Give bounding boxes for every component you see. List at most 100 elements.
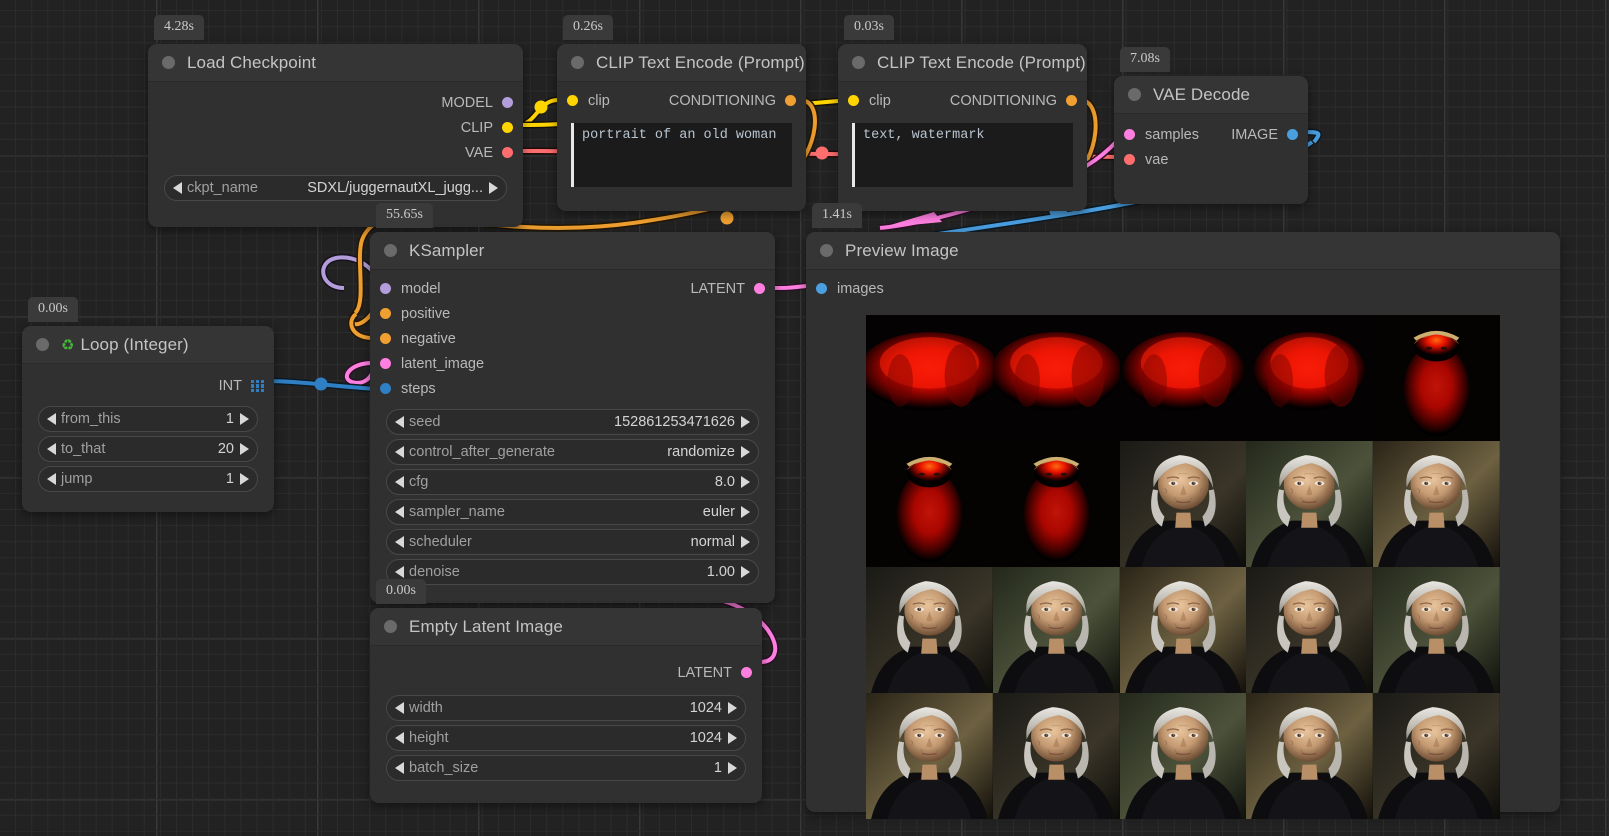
widget-seed[interactable]: seed 152861253471626 — [386, 409, 759, 435]
decrement-arrow-icon[interactable] — [395, 762, 404, 774]
output-port-dot[interactable] — [502, 147, 513, 158]
output-port-dot[interactable] — [1066, 95, 1077, 106]
decrement-arrow-icon[interactable] — [395, 702, 404, 714]
output-port-dot[interactable] — [502, 97, 513, 108]
increment-arrow-icon[interactable] — [741, 476, 750, 488]
decrement-arrow-icon[interactable] — [395, 566, 404, 578]
preview-image-cell[interactable] — [992, 567, 1120, 693]
preview-image-cell[interactable] — [866, 693, 993, 819]
output-port-dot[interactable] — [502, 122, 513, 133]
increment-arrow-icon[interactable] — [728, 762, 737, 774]
output-port-dot[interactable] — [741, 667, 752, 678]
node-preview-image[interactable]: 1.41s Preview Image images — [806, 203, 1560, 819]
collapse-icon[interactable] — [1128, 88, 1141, 101]
output-slot-model[interactable]: MODEL — [441, 90, 513, 115]
node-header[interactable]: KSampler — [370, 232, 775, 270]
collapse-icon[interactable] — [820, 244, 833, 257]
output-port-dot[interactable] — [754, 283, 765, 294]
node-load-checkpoint[interactable]: 4.28s Load Checkpoint MODEL CLIP — [148, 15, 523, 227]
node-header[interactable]: CLIP Text Encode (Prompt) — [557, 44, 806, 82]
input-port-dot[interactable] — [380, 308, 391, 319]
widget-height[interactable]: height 1024 — [386, 725, 746, 751]
node-loop-integer[interactable]: 0.00s ♻ Loop (Integer) INT from_this 1 — [22, 297, 274, 512]
decrement-arrow-icon[interactable] — [395, 476, 404, 488]
increment-arrow-icon[interactable] — [240, 473, 249, 485]
increment-arrow-icon[interactable] — [741, 506, 750, 518]
node-header[interactable]: ♻ Loop (Integer) — [22, 326, 274, 364]
node-ksampler[interactable]: 55.65s KSampler model LATENT positive — [370, 203, 775, 603]
input-slot-vae[interactable]: vae — [1124, 147, 1168, 172]
output-slot-latent[interactable]: LATENT — [690, 276, 765, 301]
input-port-dot[interactable] — [1124, 154, 1135, 165]
node-clip-text-encode-negative[interactable]: 0.03s CLIP Text Encode (Prompt) clip CON… — [838, 15, 1087, 211]
increment-arrow-icon[interactable] — [728, 702, 737, 714]
decrement-arrow-icon[interactable] — [395, 446, 404, 458]
decrement-arrow-icon[interactable] — [47, 473, 56, 485]
node-clip-text-encode-positive[interactable]: 0.26s CLIP Text Encode (Prompt) clip CON… — [557, 15, 806, 211]
output-port-dot[interactable] — [785, 95, 796, 106]
preview-image-cell[interactable] — [1373, 693, 1500, 819]
preview-image-cell[interactable] — [1246, 441, 1374, 567]
preview-image-grid[interactable] — [866, 315, 1500, 819]
output-slot-conditioning[interactable]: CONDITIONING — [950, 88, 1077, 113]
decrement-arrow-icon[interactable] — [47, 443, 56, 455]
preview-image-cell[interactable] — [1246, 315, 1374, 441]
output-slot-image[interactable]: IMAGE — [1231, 122, 1298, 147]
input-port-dot[interactable] — [380, 358, 391, 369]
input-slot-clip[interactable]: clip — [848, 88, 891, 113]
decrement-arrow-icon[interactable] — [395, 506, 404, 518]
output-slot-latent[interactable]: LATENT — [677, 660, 752, 685]
increment-arrow-icon[interactable] — [741, 416, 750, 428]
increment-arrow-icon[interactable] — [741, 566, 750, 578]
input-slot-negative[interactable]: negative — [380, 326, 456, 351]
preview-image-cell[interactable] — [992, 693, 1120, 819]
int-list-output-icon[interactable] — [251, 379, 264, 393]
widget-from-this[interactable]: from_this 1 — [38, 406, 258, 432]
prompt-textarea[interactable]: text, watermark — [852, 123, 1073, 187]
widget-width[interactable]: width 1024 — [386, 695, 746, 721]
preview-image-cell[interactable] — [1119, 693, 1247, 819]
increment-arrow-icon[interactable] — [741, 446, 750, 458]
input-port-dot[interactable] — [380, 383, 391, 394]
input-port-dot[interactable] — [1124, 129, 1135, 140]
increment-arrow-icon[interactable] — [728, 732, 737, 744]
widget-batch-size[interactable]: batch_size 1 — [386, 755, 746, 781]
preview-image-cell[interactable] — [866, 441, 993, 567]
decrement-arrow-icon[interactable] — [395, 416, 404, 428]
input-slot-clip[interactable]: clip — [567, 88, 610, 113]
collapse-icon[interactable] — [162, 56, 175, 69]
node-empty-latent-image[interactable]: 0.00s Empty Latent Image LATENT width 10… — [370, 579, 762, 803]
input-slot-model[interactable]: model — [380, 276, 441, 301]
collapse-icon[interactable] — [852, 56, 865, 69]
collapse-icon[interactable] — [384, 244, 397, 257]
output-port-dot[interactable] — [1287, 129, 1298, 140]
widget-scheduler[interactable]: scheduler normal — [386, 529, 759, 555]
preview-image-cell[interactable] — [1119, 567, 1247, 693]
input-slot-positive[interactable]: positive — [380, 301, 450, 326]
input-port-dot[interactable] — [848, 95, 859, 106]
input-port-dot[interactable] — [816, 283, 827, 294]
widget-denoise[interactable]: denoise 1.00 — [386, 559, 759, 585]
preview-image-cell[interactable] — [992, 441, 1120, 567]
increment-arrow-icon[interactable] — [489, 182, 498, 194]
input-port-dot[interactable] — [380, 283, 391, 294]
input-slot-latent-image[interactable]: latent_image — [380, 351, 484, 376]
collapse-icon[interactable] — [384, 620, 397, 633]
widget-sampler-name[interactable]: sampler_name euler — [386, 499, 759, 525]
widget-control-after-generate[interactable]: control_after_generate randomize — [386, 439, 759, 465]
decrement-arrow-icon[interactable] — [47, 413, 56, 425]
preview-image-cell[interactable] — [1119, 315, 1247, 441]
input-port-dot[interactable] — [380, 333, 391, 344]
node-header[interactable]: Empty Latent Image — [370, 608, 762, 646]
output-slot-int[interactable]: INT — [219, 372, 264, 400]
increment-arrow-icon[interactable] — [741, 536, 750, 548]
preview-image-cell[interactable] — [1373, 315, 1500, 441]
decrement-arrow-icon[interactable] — [395, 536, 404, 548]
preview-image-cell[interactable] — [1119, 441, 1247, 567]
collapse-icon[interactable] — [571, 56, 584, 69]
preview-image-cell[interactable] — [992, 315, 1120, 441]
output-slot-clip[interactable]: CLIP — [461, 115, 513, 140]
preview-image-cell[interactable] — [1373, 441, 1500, 567]
output-slot-conditioning[interactable]: CONDITIONING — [669, 88, 796, 113]
